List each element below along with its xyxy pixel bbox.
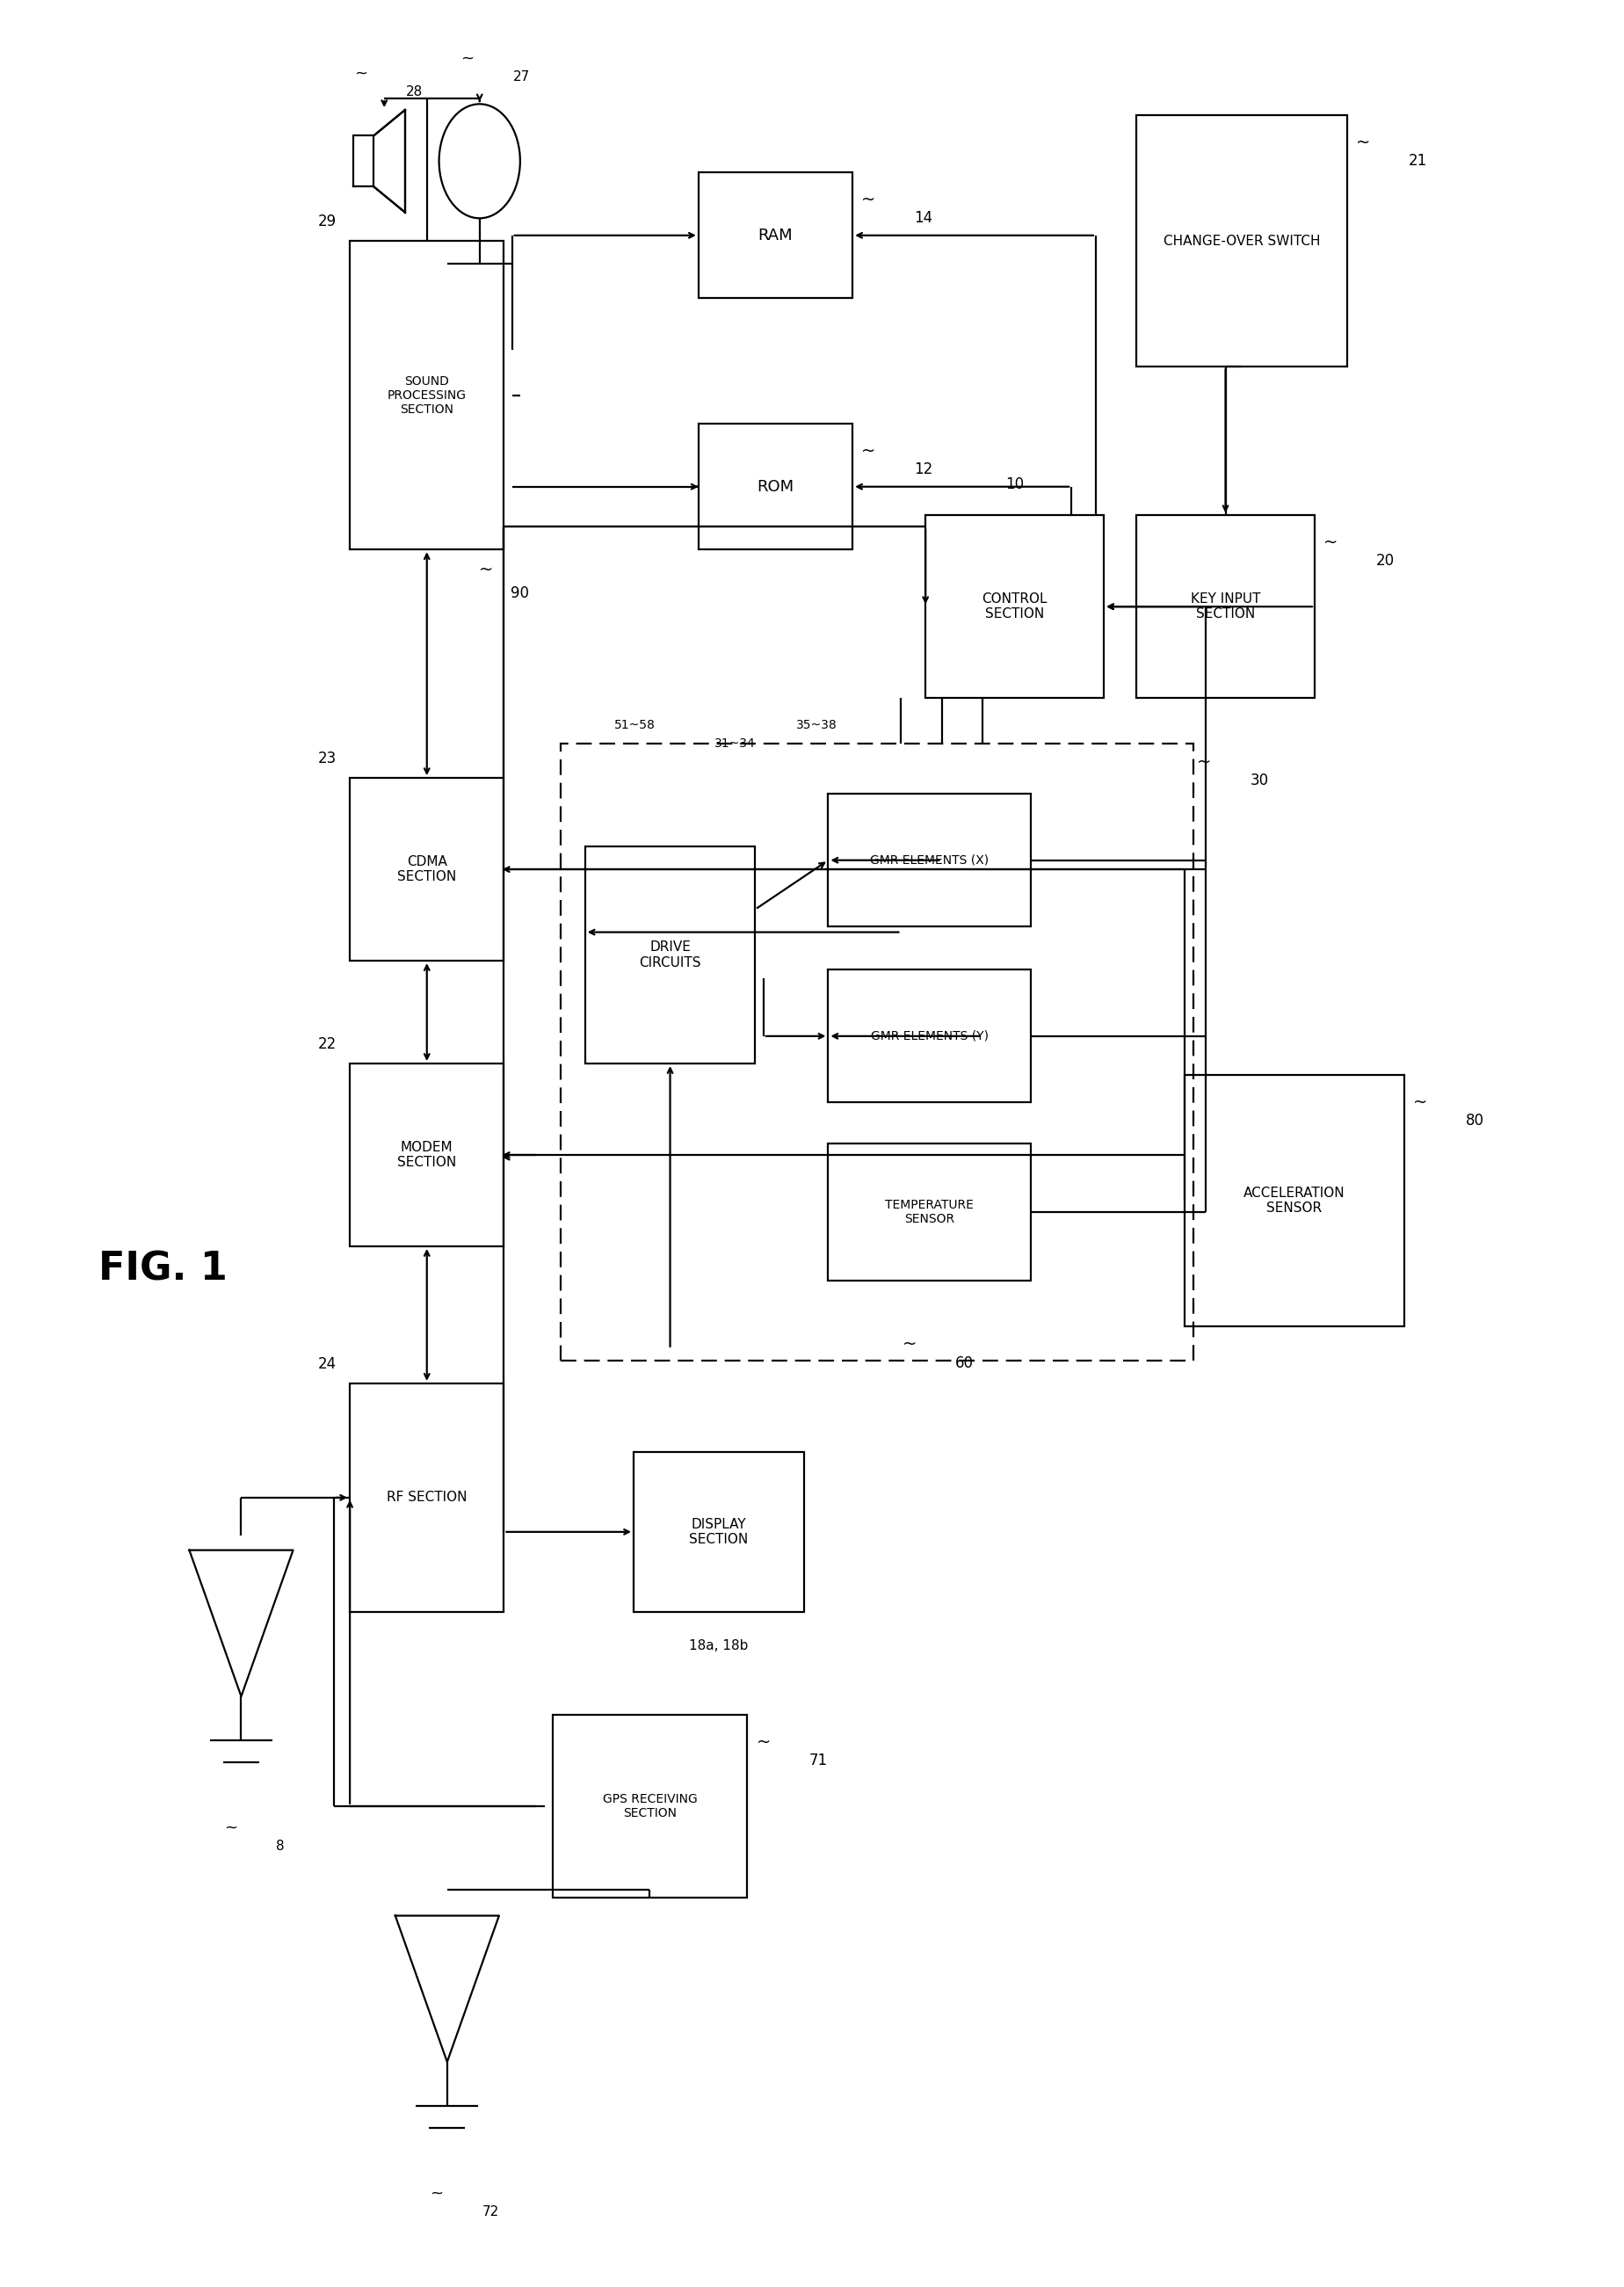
Text: TEMPERATURE
SENSOR: TEMPERATURE SENSOR — [885, 1198, 974, 1226]
Text: 27: 27 — [513, 71, 529, 82]
Text: 14: 14 — [914, 210, 932, 226]
FancyBboxPatch shape — [349, 778, 503, 961]
Text: 29: 29 — [318, 215, 336, 229]
Text: ~: ~ — [479, 563, 494, 579]
Text: SOUND
PROCESSING
SECTION: SOUND PROCESSING SECTION — [388, 375, 466, 416]
Text: RAM: RAM — [758, 226, 793, 242]
Text: 10: 10 — [1005, 476, 1025, 492]
Text: 18a, 18b: 18a, 18b — [689, 1640, 749, 1654]
Text: ~: ~ — [461, 50, 474, 66]
FancyBboxPatch shape — [698, 423, 853, 549]
Text: ~: ~ — [1197, 755, 1212, 771]
Text: ~: ~ — [862, 444, 875, 460]
Text: 31~34: 31~34 — [715, 736, 755, 750]
Text: 60: 60 — [955, 1354, 973, 1370]
Text: CHANGE-OVER SWITCH: CHANGE-OVER SWITCH — [1163, 236, 1320, 247]
FancyBboxPatch shape — [585, 846, 755, 1063]
Text: 72: 72 — [482, 2205, 499, 2218]
Text: ~: ~ — [1413, 1093, 1427, 1111]
Text: RF SECTION: RF SECTION — [387, 1491, 468, 1505]
Text: 23: 23 — [318, 750, 336, 766]
Text: 22: 22 — [318, 1036, 336, 1052]
Text: 21: 21 — [1408, 153, 1427, 169]
Text: 28: 28 — [406, 85, 424, 98]
Text: DRIVE
CIRCUITS: DRIVE CIRCUITS — [640, 940, 702, 970]
Text: 8: 8 — [276, 1839, 284, 1852]
Text: ROM: ROM — [757, 478, 794, 494]
Text: GMR ELEMENTS (X): GMR ELEMENTS (X) — [870, 853, 989, 867]
FancyBboxPatch shape — [349, 1063, 503, 1246]
Text: ~: ~ — [901, 1336, 916, 1354]
FancyBboxPatch shape — [926, 515, 1104, 698]
FancyBboxPatch shape — [633, 1452, 804, 1612]
Text: ACCELERATION
SENSOR: ACCELERATION SENSOR — [1244, 1187, 1345, 1214]
FancyBboxPatch shape — [552, 1715, 747, 1898]
FancyBboxPatch shape — [1186, 1075, 1403, 1326]
Polygon shape — [395, 1917, 499, 2063]
Polygon shape — [190, 1551, 292, 1697]
Text: ~: ~ — [430, 2186, 443, 2202]
Text: GPS RECEIVING
SECTION: GPS RECEIVING SECTION — [603, 1793, 697, 1818]
FancyBboxPatch shape — [828, 970, 1031, 1102]
Text: 80: 80 — [1465, 1114, 1484, 1127]
Text: ~: ~ — [1324, 535, 1338, 551]
Text: CDMA
SECTION: CDMA SECTION — [398, 855, 456, 883]
Text: ~: ~ — [224, 1820, 237, 1836]
Text: 12: 12 — [914, 462, 932, 478]
FancyBboxPatch shape — [1137, 114, 1348, 366]
FancyBboxPatch shape — [349, 240, 503, 549]
FancyBboxPatch shape — [1137, 515, 1315, 698]
FancyBboxPatch shape — [698, 172, 853, 297]
Polygon shape — [374, 110, 404, 213]
FancyBboxPatch shape — [828, 1144, 1031, 1281]
Text: ~: ~ — [1356, 135, 1371, 151]
Text: 90: 90 — [510, 585, 529, 601]
Text: KEY INPUT
SECTION: KEY INPUT SECTION — [1190, 592, 1260, 620]
Text: 24: 24 — [318, 1356, 336, 1372]
Text: 51~58: 51~58 — [614, 720, 656, 732]
Text: MODEM
SECTION: MODEM SECTION — [398, 1141, 456, 1169]
Text: ~: ~ — [862, 192, 875, 208]
Text: 30: 30 — [1250, 773, 1268, 789]
Text: FIG. 1: FIG. 1 — [99, 1251, 227, 1288]
Text: 71: 71 — [809, 1752, 827, 1768]
Text: DISPLAY
SECTION: DISPLAY SECTION — [689, 1519, 749, 1546]
FancyBboxPatch shape — [828, 794, 1031, 926]
Text: ~: ~ — [757, 1734, 770, 1750]
Text: ~: ~ — [354, 66, 367, 82]
Text: GMR ELEMENTS (Y): GMR ELEMENTS (Y) — [870, 1029, 989, 1043]
Text: CONTROL
SECTION: CONTROL SECTION — [983, 592, 1047, 620]
Text: 35~38: 35~38 — [796, 720, 836, 732]
FancyBboxPatch shape — [349, 1384, 503, 1612]
Text: 20: 20 — [1376, 553, 1395, 569]
